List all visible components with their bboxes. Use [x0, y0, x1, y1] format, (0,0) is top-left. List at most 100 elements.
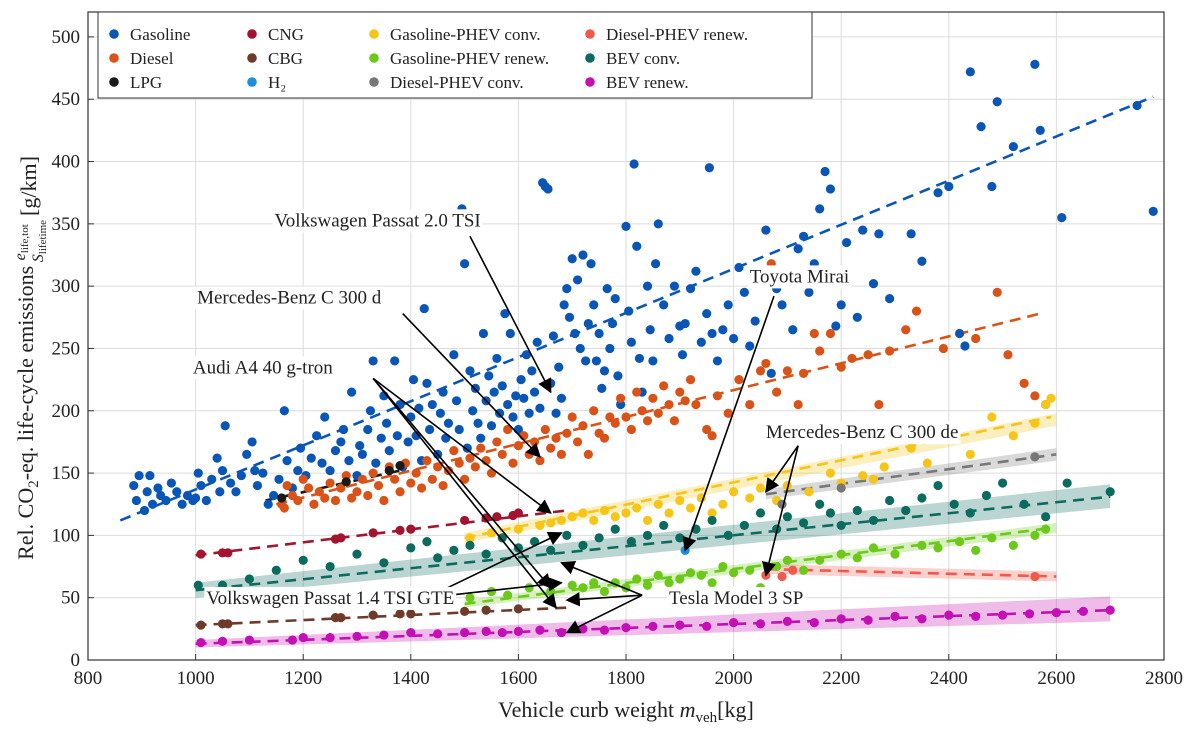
grid	[87, 12, 1165, 661]
point-diesel	[433, 462, 443, 472]
annotation-tesla-model-3-sp: Tesla Model 3 SP	[560, 560, 806, 634]
point-gasoline	[489, 387, 499, 397]
point-diesel	[642, 416, 653, 426]
point-gasoline-phev-conv	[546, 518, 556, 528]
point-bev-renew	[298, 632, 308, 643]
point-gasoline	[820, 166, 830, 177]
point-gasoline-phev-renew	[782, 555, 793, 565]
point-bev-conv	[642, 530, 653, 540]
point-bev-conv	[465, 540, 475, 550]
legend-item-gasoline: Gasoline	[109, 25, 190, 44]
y-tick-label: 150	[52, 463, 81, 484]
point-gasoline	[572, 275, 583, 285]
point-gasoline-phev-renew	[675, 574, 685, 584]
point-gasoline	[306, 453, 316, 463]
point-diesel	[772, 387, 782, 397]
point-gasoline	[411, 431, 421, 441]
point-gasoline-phev-renew	[599, 586, 610, 597]
point-gasoline	[632, 241, 642, 251]
point-diesel	[885, 346, 895, 356]
point-gasoline	[236, 470, 246, 481]
point-gasoline	[559, 300, 569, 310]
point-diesel	[712, 391, 723, 401]
point-gasoline	[438, 387, 448, 397]
legend-label: CBG	[268, 49, 303, 68]
point-diesel	[707, 431, 717, 441]
point-bev-conv	[433, 553, 443, 563]
point-gasoline-phev-renew	[954, 537, 965, 547]
point-diesel	[438, 480, 448, 491]
point-bev-conv	[965, 508, 975, 518]
point-gasoline-phev-conv	[906, 443, 916, 453]
point-diesel	[863, 350, 873, 360]
trend-line-cbg	[195, 606, 567, 627]
annotation-audi-a4-40-g-tron: Audi A4 40 g-tron	[190, 356, 557, 609]
legend-marker	[585, 53, 595, 63]
point-gasoline	[503, 399, 513, 410]
point-gasoline-phev-renew	[836, 549, 846, 559]
point-diesel	[336, 483, 346, 493]
point-diesel	[422, 456, 432, 466]
annotation-arrow	[765, 445, 799, 493]
point-gasoline-phev-renew	[707, 578, 717, 588]
point-gasoline-phev-conv	[653, 499, 663, 509]
point-diesel	[567, 412, 577, 422]
point-cng	[223, 548, 233, 558]
point-gasoline-phev-conv	[610, 512, 620, 522]
point-gasoline	[761, 225, 771, 235]
y-tick-label: 350	[52, 214, 81, 235]
legend-marker	[109, 53, 119, 63]
point-gasoline	[519, 393, 529, 403]
point-gasoline-phev-conv	[729, 487, 739, 497]
point-gasoline	[581, 356, 591, 366]
point-gasoline-phev-conv	[664, 508, 674, 518]
annotation-volkswagen-passat-2-0-tsi: Volkswagen Passat 2.0 TSI	[272, 209, 552, 394]
point-gasoline	[406, 412, 416, 422]
point-diesel	[685, 375, 696, 385]
point-gasoline	[511, 391, 521, 401]
legend-item-bev-renew: BEV renew.	[585, 73, 689, 92]
point-gasoline	[371, 458, 381, 468]
point-cbg	[481, 605, 491, 615]
point-diesel	[1003, 350, 1013, 360]
point-diesel	[279, 503, 289, 513]
point-bev-conv	[723, 530, 733, 540]
point-gasoline	[320, 412, 330, 422]
point-gasoline	[626, 337, 636, 347]
point-gasoline	[723, 300, 733, 310]
point-gasoline	[718, 325, 728, 335]
point-gasoline-phev-conv	[782, 480, 793, 491]
point-diesel	[347, 493, 357, 503]
point-gasoline	[707, 328, 717, 339]
y-tick-label: 500	[52, 27, 81, 48]
point-diesel	[443, 465, 454, 476]
point-bev-conv	[244, 574, 254, 584]
point-bev-conv	[1062, 478, 1072, 488]
point-gasoline	[142, 487, 152, 497]
point-gasoline	[427, 399, 437, 410]
point-bev-renew	[325, 632, 335, 643]
point-gasoline	[1035, 125, 1045, 135]
point-gasoline	[750, 316, 760, 326]
point-diesel	[546, 443, 556, 453]
point-diesel	[1019, 378, 1029, 388]
y-axis-title-rest: -eq. life-cycle emissions	[13, 260, 38, 480]
point-diesel	[755, 366, 766, 376]
y-tick-label: 100	[52, 525, 81, 546]
point-gasoline	[874, 229, 884, 239]
point-gasoline	[777, 300, 787, 310]
legend: Gasoline Diesel LPG CNG CBG H₂ Gasoline-PHEV c…	[97, 11, 813, 99]
point-gasoline	[403, 437, 413, 447]
point-diesel	[610, 418, 620, 428]
point-gasoline	[207, 474, 217, 484]
point-gasoline	[567, 254, 577, 264]
point-gasoline	[508, 412, 518, 422]
point-gasoline	[527, 366, 537, 376]
point-gasoline	[263, 499, 273, 509]
point-gasoline-phev-renew	[971, 545, 981, 555]
annotation-label-bg	[190, 356, 336, 380]
legend-marker	[247, 29, 257, 39]
point-diesel	[309, 499, 319, 509]
point-diesel	[664, 399, 674, 410]
point-gasoline	[392, 431, 402, 441]
